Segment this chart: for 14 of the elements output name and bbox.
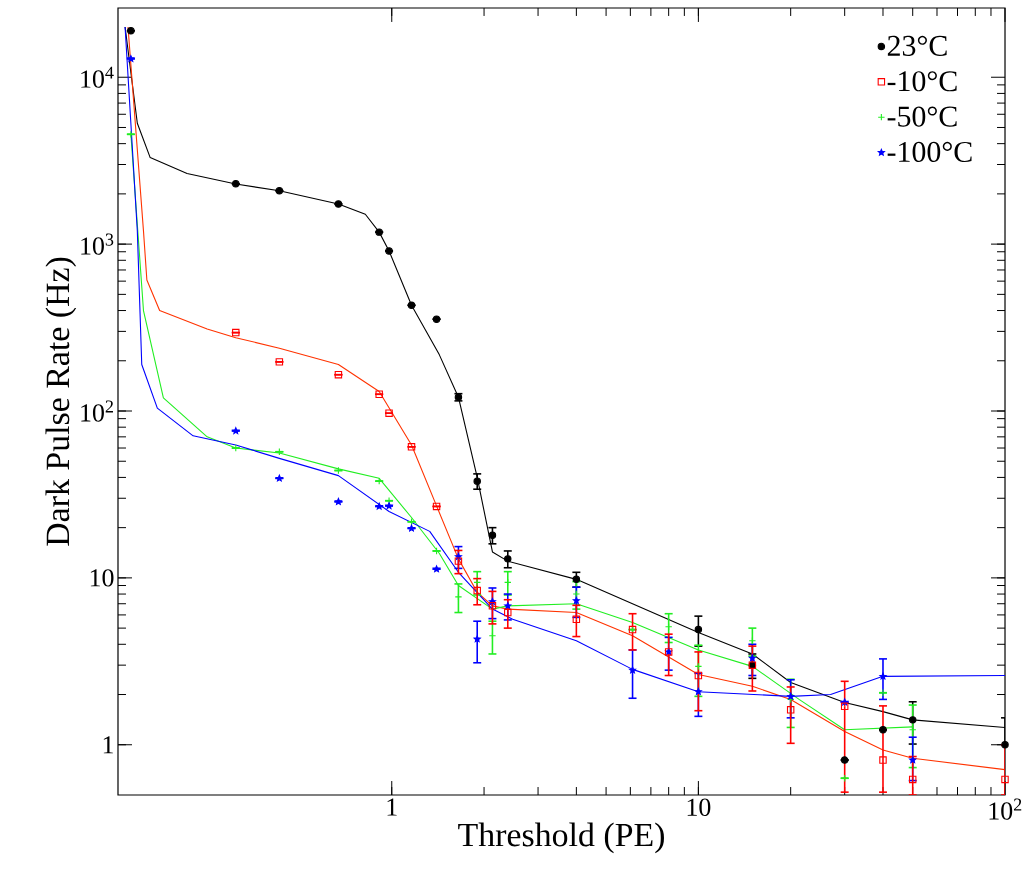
y-tick-label: 10	[90, 569, 114, 587]
legend-label: -10°C	[887, 71, 957, 92]
legend-label: -100°C	[887, 141, 972, 163]
y-axis-title: Dark Pulse Rate (Hz)	[45, 257, 77, 546]
y-tick-label: 1	[103, 736, 113, 754]
x-tick-label: 10$^{2}$	[989, 798, 1022, 820]
y-tick-label: 10$^{4}$	[81, 66, 114, 88]
y-tick-label: 10$^{2}$	[81, 400, 113, 422]
x-tick-label: 10	[687, 798, 711, 816]
x-tick-label: 1	[387, 798, 397, 816]
x-axis-title: Threshold (PE)	[458, 822, 664, 854]
legend-label: -50°C	[887, 106, 957, 127]
legend-label: 23°C	[887, 35, 947, 56]
y-tick-label: 10$^{3}$	[81, 233, 114, 255]
